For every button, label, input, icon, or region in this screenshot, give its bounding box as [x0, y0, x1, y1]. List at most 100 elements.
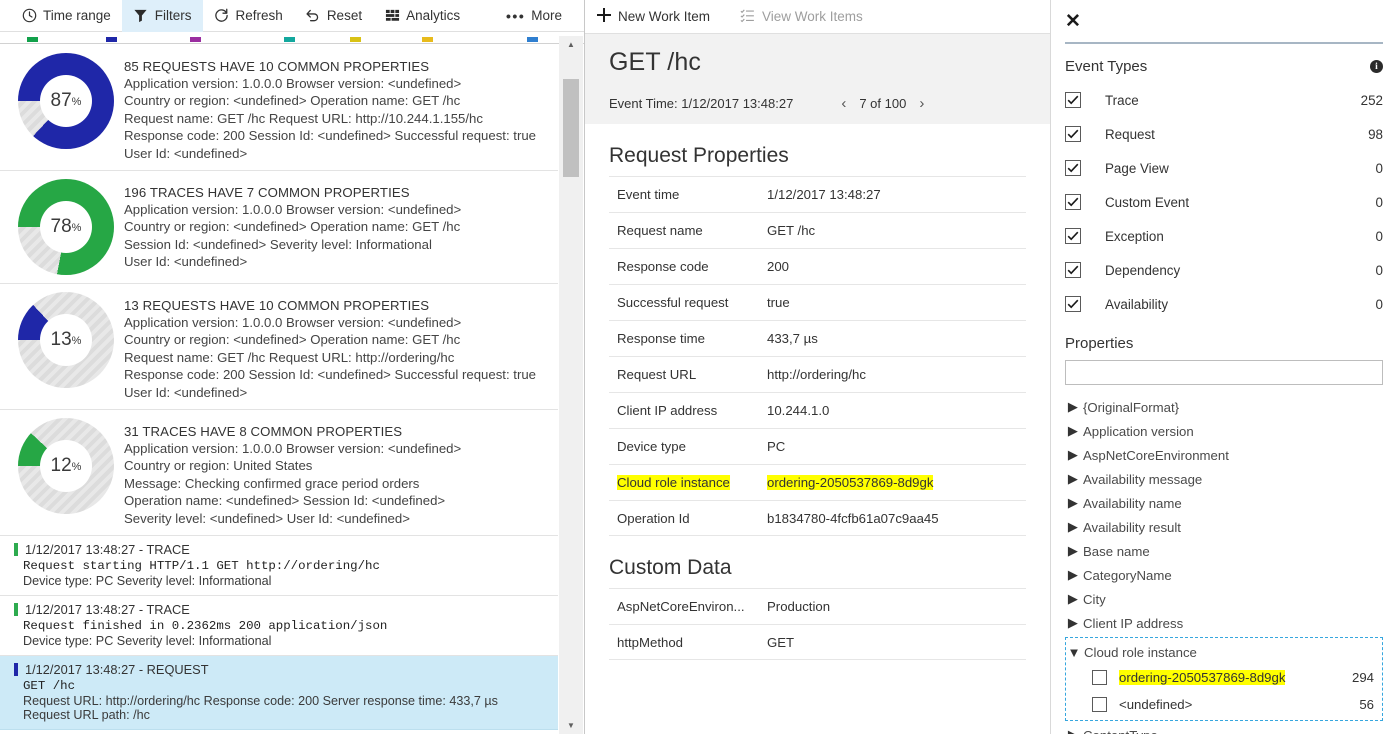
- property-value-checkbox[interactable]: [1092, 697, 1107, 712]
- donut-percent-label: 12%: [40, 440, 92, 493]
- property-line: Request name: GET /hc Request URL: http:…: [124, 110, 483, 126]
- event-list-item[interactable]: 1/12/2017 13:48:27 - REQUEST GET /hc Reque…: [0, 656, 558, 731]
- event-type-checkbox[interactable]: [1065, 160, 1081, 176]
- property-tree-node[interactable]: ▶ CategoryName: [1065, 563, 1383, 587]
- toolbar-reset[interactable]: Reset: [294, 0, 373, 32]
- chevron-down-icon[interactable]: ▼: [1067, 644, 1081, 660]
- toolbar-analytics[interactable]: Analytics: [373, 0, 471, 32]
- filters-panel: ✕ Event Types i Trace 252 Request 98 Page Vi…: [1051, 0, 1397, 734]
- property-tree-node[interactable]: ▶ Base name: [1065, 539, 1383, 563]
- request-property-row: Operation Id b1834780-4fcfb61a07c9aa45: [609, 500, 1026, 536]
- custom-data-row: AspNetCoreEnviron... Production: [609, 588, 1026, 624]
- property-tree-node[interactable]: ▶ {OriginalFormat}: [1065, 395, 1383, 419]
- chevron-right-icon[interactable]: ▶: [1067, 543, 1079, 558]
- property-tree-node[interactable]: ▶ Availability message: [1065, 467, 1383, 491]
- close-icon[interactable]: ✕: [1065, 11, 1081, 32]
- scroll-up-icon[interactable]: ▲: [567, 40, 575, 49]
- property-group-row[interactable]: 87% 85 REQUESTS HAVE 10 COMMON PROPERTIES…: [0, 45, 558, 172]
- donut-percent-value: 78: [50, 216, 72, 238]
- property-key: httpMethod: [617, 634, 683, 650]
- property-value: 200: [767, 259, 790, 274]
- property-group-row[interactable]: 13% 13 REQUESTS HAVE 10 COMMON PROPERTIES…: [0, 284, 558, 411]
- chevron-right-icon[interactable]: ▶: [1067, 423, 1079, 438]
- event-type-checkbox[interactable]: [1065, 92, 1081, 108]
- request-property-row: Request URL http://ordering/hc: [609, 356, 1026, 392]
- property-tree-node[interactable]: ▶ City: [1065, 587, 1383, 611]
- event-type-checkbox[interactable]: [1065, 296, 1081, 312]
- scroll-down-icon[interactable]: ▼: [567, 721, 575, 730]
- event-type-row[interactable]: Availability 0: [1065, 287, 1383, 321]
- chevron-right-icon[interactable]: ▶: [1067, 567, 1079, 582]
- event-type-checkbox[interactable]: [1065, 262, 1081, 278]
- chevron-right-icon[interactable]: ▶: [1067, 591, 1079, 606]
- chevron-right-icon[interactable]: ▶: [1065, 727, 1081, 734]
- left-scrollbar[interactable]: ▲ ▼: [559, 36, 583, 734]
- event-type-row[interactable]: Custom Event 0: [1065, 185, 1383, 219]
- property-tree-node[interactable]: ▶ Client IP address: [1065, 611, 1383, 635]
- request-properties-table: Event time 1/12/2017 13:48:27 Request name…: [609, 176, 1026, 536]
- event-type-checkbox[interactable]: [1065, 194, 1081, 210]
- event-type-label: Page View: [1105, 160, 1169, 176]
- property-tree-node[interactable]: ▶ Availability name: [1065, 491, 1383, 515]
- property-group-row[interactable]: 12% 31 TRACES HAVE 8 COMMON PROPERTIES App…: [0, 410, 558, 537]
- property-value: 433,7 µs: [767, 331, 818, 346]
- donut-chart-wrap: 87%: [14, 53, 118, 149]
- event-type-row[interactable]: Exception 0: [1065, 219, 1383, 253]
- event-type-row[interactable]: Request 98: [1065, 117, 1383, 151]
- properties-filter-input[interactable]: [1065, 360, 1383, 385]
- property-tree-node[interactable]: ▶ Availability result: [1065, 515, 1383, 539]
- toolbar-time-range[interactable]: Time range: [10, 0, 122, 32]
- chevron-right-icon[interactable]: ▶: [1067, 519, 1079, 534]
- property-tree-node[interactable]: ▶ AspNetCoreEnvironment: [1065, 443, 1383, 467]
- pager-position: 7 of 100: [859, 96, 907, 111]
- event-types-list: Trace 252 Request 98 Page View 0 Custom Event 0…: [1065, 83, 1383, 321]
- info-icon[interactable]: i: [1370, 60, 1383, 73]
- property-tree-node[interactable]: ▼ Cloud role instance: [1066, 640, 1382, 664]
- property-tree-node[interactable]: ▶ Application version: [1065, 419, 1383, 443]
- property-name: ContentType: [1081, 728, 1158, 734]
- event-type-row[interactable]: Page View 0: [1065, 151, 1383, 185]
- event-list-item[interactable]: 1/12/2017 13:48:27 - TRACE Request starti…: [0, 536, 558, 597]
- event-type-label: Dependency: [1105, 262, 1181, 278]
- event-type-checkbox[interactable]: [1065, 126, 1081, 142]
- view-work-items-button[interactable]: View Work Items: [740, 8, 875, 26]
- property-value-checkbox[interactable]: [1092, 670, 1107, 685]
- toolbar-filters[interactable]: Filters: [121, 0, 203, 32]
- request-property-row: Response time 433,7 µs: [609, 320, 1026, 356]
- property-value-label: ordering-2050537869-8d9gk: [1119, 670, 1352, 685]
- event-type-row[interactable]: Dependency 0: [1065, 253, 1383, 287]
- chevron-right-icon[interactable]: ▶: [1067, 471, 1079, 486]
- event-type-checkbox[interactable]: [1065, 228, 1081, 244]
- chevron-right-icon[interactable]: ▶: [1067, 495, 1079, 510]
- property-group-row[interactable]: 78% 196 TRACES HAVE 7 COMMON PROPERTIES Ap…: [0, 171, 558, 285]
- property-value-row[interactable]: ordering-2050537869-8d9gk 294: [1066, 664, 1382, 691]
- new-work-item-button[interactable]: New Work Item: [597, 8, 722, 25]
- property-name: Application version: [1083, 423, 1194, 439]
- event-list-item[interactable]: 1/12/2017 13:48:21 - TRACEChecking confi…: [0, 730, 558, 734]
- event-type-count: 0: [1375, 262, 1383, 278]
- event-types-title: Event Types: [1065, 58, 1148, 75]
- property-tree-node[interactable]: ▶ContentType: [1065, 723, 1383, 734]
- scrollbar-thumb[interactable]: [563, 79, 579, 177]
- chevron-right-icon[interactable]: ▶: [1067, 399, 1079, 414]
- prev-event-button[interactable]: ‹: [841, 95, 847, 112]
- property-name: Availability message: [1083, 471, 1203, 487]
- event-type-label: Exception: [1105, 228, 1164, 244]
- event-item-header: 1/12/2017 13:48:27 - TRACE: [14, 542, 544, 557]
- toolbar-refresh[interactable]: Refresh: [203, 0, 294, 32]
- chevron-right-icon[interactable]: ▶: [1067, 615, 1079, 630]
- property-value: GET /hc: [767, 223, 816, 238]
- toolbar-time-range-label: Time range: [43, 8, 111, 23]
- toolbar-more[interactable]: ••• More: [495, 0, 584, 32]
- property-value-row[interactable]: <undefined> 56: [1066, 691, 1382, 718]
- event-type-row[interactable]: Trace 252: [1065, 83, 1383, 117]
- analytics-icon: [384, 8, 400, 24]
- request-property-row: Event time 1/12/2017 13:48:27: [609, 176, 1026, 212]
- donut-chart: 12%: [18, 418, 114, 515]
- timeline-mark: [349, 37, 361, 42]
- property-line: Application version: 1.0.0.0 Browser ver…: [124, 76, 462, 91]
- property-key: Response code: [617, 259, 709, 274]
- event-list-item[interactable]: 1/12/2017 13:48:27 - TRACE Request finish…: [0, 596, 558, 657]
- chevron-right-icon[interactable]: ▶: [1067, 447, 1079, 462]
- next-event-button[interactable]: ›: [919, 95, 925, 112]
